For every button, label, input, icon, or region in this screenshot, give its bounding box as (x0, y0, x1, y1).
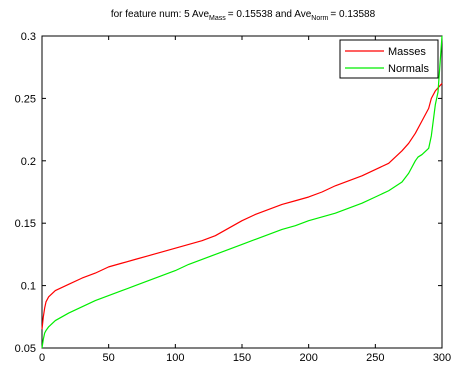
x-tick-label: 200 (299, 352, 317, 364)
x-tick-label: 250 (366, 352, 384, 364)
legend: Masses Normals (339, 39, 439, 79)
y-tick-label: 0.15 (15, 218, 36, 230)
title-sub-norm: Norm (311, 15, 328, 22)
axis-ticks: 0 50 100 150 200 250 300 0.05 0.1 0.15 0.2 0.25 0.3 (15, 31, 452, 364)
y-tick-label: 0.05 (15, 343, 36, 355)
y-tick-label: 0.3 (21, 31, 36, 43)
x-tick-label: 100 (166, 352, 184, 364)
series-line-masses (41, 83, 443, 330)
y-tick-label: 0.1 (21, 281, 36, 293)
y-tick-label: 0.25 (15, 93, 36, 105)
title-suffix: = 0.13588 (330, 9, 375, 20)
title-sub-mass: Mass (209, 15, 226, 22)
x-tick-label: 50 (103, 352, 115, 364)
title-mid: = 0.15538 and Ave (228, 9, 312, 20)
y-tick-label: 0.2 (21, 156, 36, 168)
legend-label-masses: Masses (388, 46, 426, 58)
legend-label-normals: Normals (388, 63, 429, 75)
plot-area (41, 35, 443, 349)
chart-title: for feature num: 5 AveMass = 0.15538 and … (111, 9, 376, 22)
x-tick-label: 300 (433, 352, 451, 364)
x-tick-label: 150 (233, 352, 251, 364)
title-prefix: for feature num: 5 Ave (111, 9, 210, 20)
series-layer (41, 35, 443, 349)
x-tick-label: 0 (39, 352, 45, 364)
series-line-normals (41, 35, 443, 349)
legend-box (339, 39, 439, 79)
